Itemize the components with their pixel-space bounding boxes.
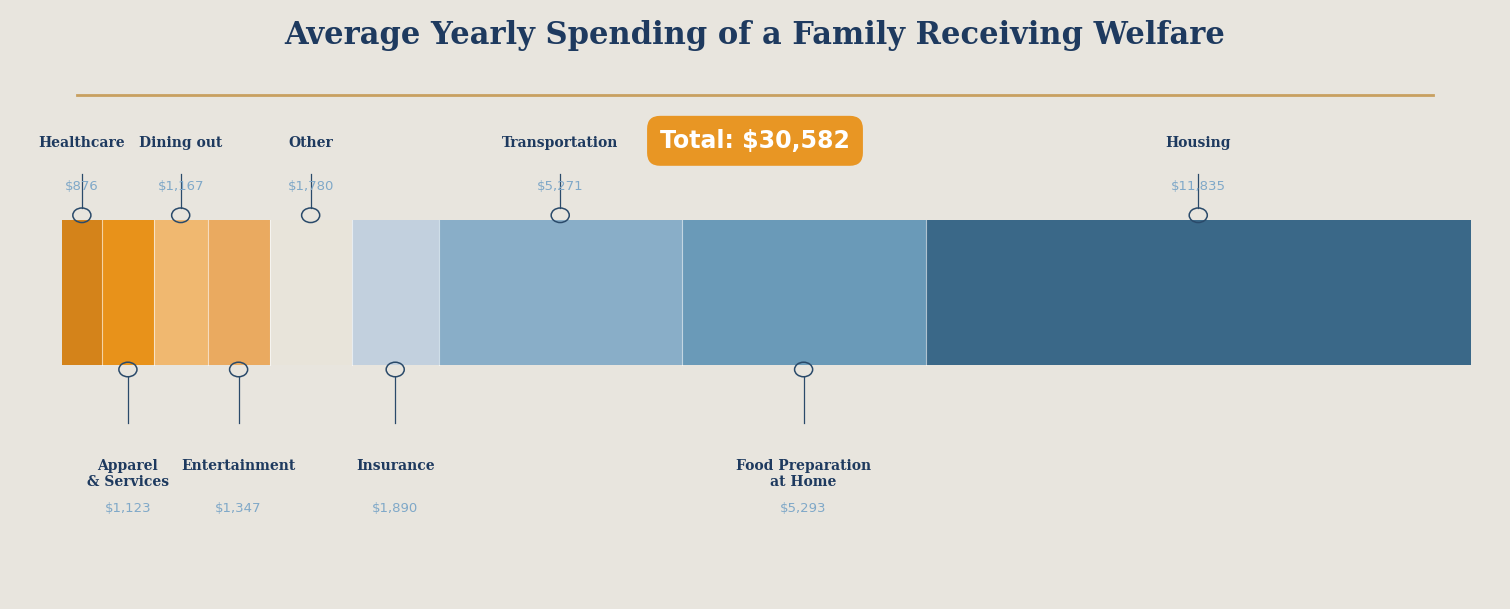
Text: $1,347: $1,347 — [216, 502, 261, 515]
Text: $1,780: $1,780 — [287, 180, 334, 193]
Bar — [352, 220, 439, 365]
Bar — [926, 220, 1471, 365]
Text: Entertainment: Entertainment — [181, 459, 296, 473]
Text: Apparel
& Services: Apparel & Services — [88, 459, 169, 489]
Bar — [681, 220, 926, 365]
Bar — [270, 220, 352, 365]
Text: Healthcare: Healthcare — [39, 136, 125, 150]
Text: $1,123: $1,123 — [104, 502, 151, 515]
Bar — [103, 220, 154, 365]
Text: Transportation: Transportation — [501, 136, 619, 150]
Text: $1,890: $1,890 — [371, 502, 418, 515]
Text: Dining out: Dining out — [139, 136, 222, 150]
Text: Housing: Housing — [1166, 136, 1231, 150]
Text: Other: Other — [288, 136, 334, 150]
Bar — [62, 220, 103, 365]
Bar — [207, 220, 270, 365]
Text: $11,835: $11,835 — [1170, 180, 1226, 193]
Text: Total: $30,582: Total: $30,582 — [660, 129, 850, 153]
Text: $5,293: $5,293 — [781, 502, 827, 515]
Bar — [439, 220, 681, 365]
Text: $5,271: $5,271 — [538, 180, 583, 193]
Text: $876: $876 — [65, 180, 98, 193]
Text: $1,167: $1,167 — [157, 180, 204, 193]
Text: Average Yearly Spending of a Family Receiving Welfare: Average Yearly Spending of a Family Rece… — [284, 19, 1226, 51]
Text: Insurance: Insurance — [356, 459, 435, 473]
Text: Food Preparation
at Home: Food Preparation at Home — [735, 459, 871, 489]
Bar — [154, 220, 207, 365]
